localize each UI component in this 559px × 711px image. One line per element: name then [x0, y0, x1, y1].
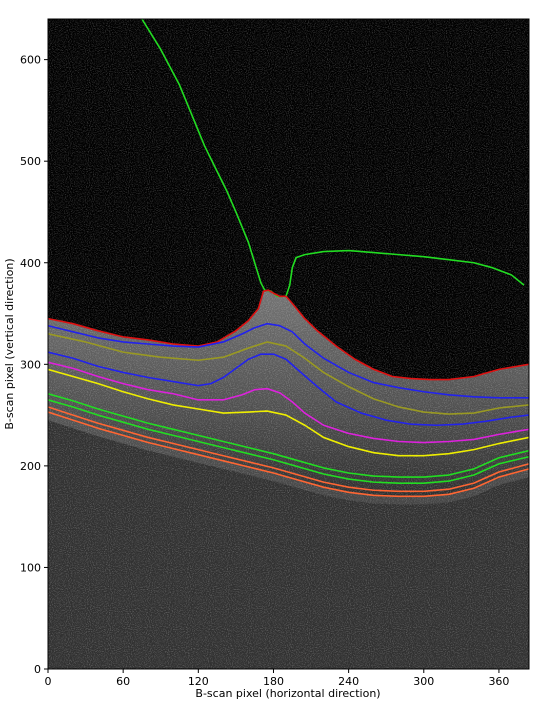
y-tick-label: 600 [20, 54, 41, 67]
y-tick-label: 500 [20, 155, 41, 168]
series-line-6 [48, 361, 529, 444]
y-tick-label: 400 [20, 257, 41, 270]
series-line-1 [141, 19, 525, 298]
image-speckle [48, 19, 529, 669]
x-tick-label: 0 [45, 675, 52, 688]
x-tick-label: 300 [413, 675, 434, 688]
y-tick-label: 200 [20, 460, 41, 473]
series-line-3 [48, 322, 529, 399]
x-tick-label: 120 [188, 675, 209, 688]
oct-image [48, 19, 529, 669]
series-line-9 [48, 399, 529, 484]
plot-area [47, 18, 530, 670]
series-line-8 [48, 392, 529, 478]
x-tick-label: 60 [116, 675, 130, 688]
x-tick-label: 240 [338, 675, 359, 688]
y-tick-label: 300 [20, 358, 41, 371]
x-tick-label: 180 [263, 675, 284, 688]
y-axis: 0 100 200 300 400 500 600 [20, 54, 48, 676]
x-axis-title: B-scan pixel (horizontal direction) [195, 687, 380, 700]
series-line-11 [48, 411, 529, 498]
series-line-4 [48, 333, 529, 415]
series-layer [48, 19, 529, 498]
x-tick-label: 360 [488, 675, 509, 688]
plot-frame [47, 18, 530, 670]
series-line-10 [48, 406, 529, 493]
series-line-7 [48, 368, 529, 457]
series-line-2 [48, 289, 529, 381]
y-tick-label: 0 [34, 663, 41, 676]
series-line-5 [48, 351, 529, 427]
y-axis-title: B-scan pixel (vertical direction) [3, 258, 16, 429]
y-tick-label: 100 [20, 561, 41, 574]
x-axis: 0 60 120 180 240 300 360 [45, 669, 509, 688]
